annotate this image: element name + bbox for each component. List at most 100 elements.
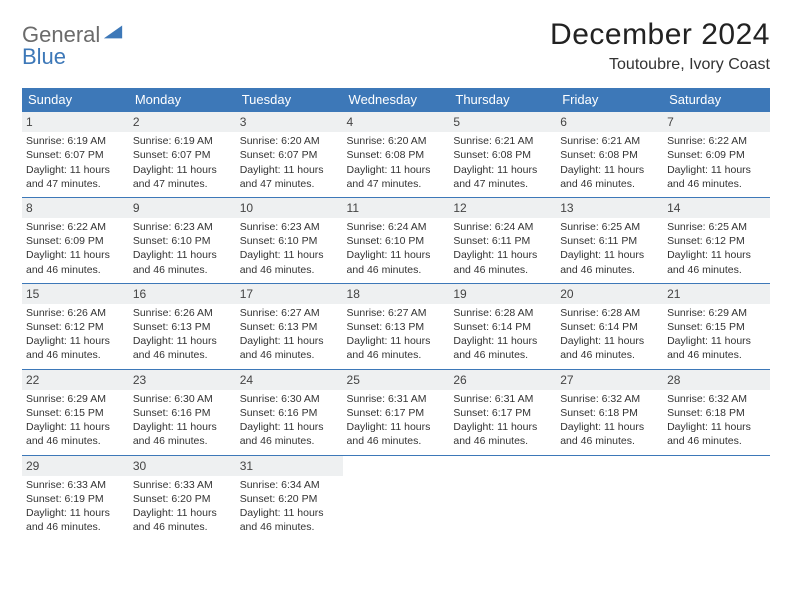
calendar-cell: 11Sunrise: 6:24 AMSunset: 6:10 PMDayligh… xyxy=(343,197,450,283)
day-details: Sunrise: 6:21 AMSunset: 6:08 PMDaylight:… xyxy=(560,134,659,191)
day-number: 3 xyxy=(236,112,343,132)
day-number: 23 xyxy=(129,370,236,390)
day-details: Sunrise: 6:22 AMSunset: 6:09 PMDaylight:… xyxy=(26,220,125,277)
calendar-cell: 21Sunrise: 6:29 AMSunset: 6:15 PMDayligh… xyxy=(663,283,770,369)
day-number: 30 xyxy=(129,456,236,476)
weekday-header: Saturday xyxy=(663,88,770,112)
calendar-cell: 16Sunrise: 6:26 AMSunset: 6:13 PMDayligh… xyxy=(129,283,236,369)
location: Toutoubre, Ivory Coast xyxy=(550,56,770,74)
day-number: 2 xyxy=(129,112,236,132)
calendar-cell: 19Sunrise: 6:28 AMSunset: 6:14 PMDayligh… xyxy=(449,283,556,369)
day-details: Sunrise: 6:26 AMSunset: 6:12 PMDaylight:… xyxy=(26,306,125,363)
day-number: 16 xyxy=(129,284,236,304)
calendar-cell: 26Sunrise: 6:31 AMSunset: 6:17 PMDayligh… xyxy=(449,369,556,455)
day-details: Sunrise: 6:31 AMSunset: 6:17 PMDaylight:… xyxy=(347,392,446,449)
calendar-cell: 24Sunrise: 6:30 AMSunset: 6:16 PMDayligh… xyxy=(236,369,343,455)
day-number: 12 xyxy=(449,198,556,218)
day-details: Sunrise: 6:32 AMSunset: 6:18 PMDaylight:… xyxy=(560,392,659,449)
triangle-icon xyxy=(102,20,124,42)
calendar-row: 1Sunrise: 6:19 AMSunset: 6:07 PMDaylight… xyxy=(22,112,770,198)
calendar-cell: 2Sunrise: 6:19 AMSunset: 6:07 PMDaylight… xyxy=(129,112,236,198)
day-details: Sunrise: 6:21 AMSunset: 6:08 PMDaylight:… xyxy=(453,134,552,191)
day-number: 11 xyxy=(343,198,450,218)
logo-word-blue: Blue xyxy=(22,44,66,69)
calendar-cell: 1Sunrise: 6:19 AMSunset: 6:07 PMDaylight… xyxy=(22,112,129,198)
day-details: Sunrise: 6:29 AMSunset: 6:15 PMDaylight:… xyxy=(667,306,766,363)
day-details: Sunrise: 6:22 AMSunset: 6:09 PMDaylight:… xyxy=(667,134,766,191)
calendar-cell: 7Sunrise: 6:22 AMSunset: 6:09 PMDaylight… xyxy=(663,112,770,198)
calendar-cell: 3Sunrise: 6:20 AMSunset: 6:07 PMDaylight… xyxy=(236,112,343,198)
weekday-header: Tuesday xyxy=(236,88,343,112)
day-details: Sunrise: 6:30 AMSunset: 6:16 PMDaylight:… xyxy=(240,392,339,449)
day-details: Sunrise: 6:28 AMSunset: 6:14 PMDaylight:… xyxy=(560,306,659,363)
calendar-cell: 28Sunrise: 6:32 AMSunset: 6:18 PMDayligh… xyxy=(663,369,770,455)
calendar-cell: 30Sunrise: 6:33 AMSunset: 6:20 PMDayligh… xyxy=(129,455,236,540)
day-number: 18 xyxy=(343,284,450,304)
day-details: Sunrise: 6:34 AMSunset: 6:20 PMDaylight:… xyxy=(240,478,339,535)
day-number: 14 xyxy=(663,198,770,218)
day-details: Sunrise: 6:23 AMSunset: 6:10 PMDaylight:… xyxy=(133,220,232,277)
logo: General Blue xyxy=(22,24,124,68)
day-details: Sunrise: 6:20 AMSunset: 6:07 PMDaylight:… xyxy=(240,134,339,191)
day-number: 5 xyxy=(449,112,556,132)
day-details: Sunrise: 6:26 AMSunset: 6:13 PMDaylight:… xyxy=(133,306,232,363)
weekday-header: Sunday xyxy=(22,88,129,112)
calendar-row: 22Sunrise: 6:29 AMSunset: 6:15 PMDayligh… xyxy=(22,369,770,455)
calendar-cell: 18Sunrise: 6:27 AMSunset: 6:13 PMDayligh… xyxy=(343,283,450,369)
calendar-cell: .. xyxy=(449,455,556,540)
day-details: Sunrise: 6:20 AMSunset: 6:08 PMDaylight:… xyxy=(347,134,446,191)
day-number: 22 xyxy=(22,370,129,390)
day-number: 25 xyxy=(343,370,450,390)
day-number: 20 xyxy=(556,284,663,304)
day-details: Sunrise: 6:30 AMSunset: 6:16 PMDaylight:… xyxy=(133,392,232,449)
calendar-cell: 20Sunrise: 6:28 AMSunset: 6:14 PMDayligh… xyxy=(556,283,663,369)
calendar-table: SundayMondayTuesdayWednesdayThursdayFrid… xyxy=(22,88,770,540)
header: General Blue December 2024 Toutoubre, Iv… xyxy=(22,18,770,74)
calendar-row: 15Sunrise: 6:26 AMSunset: 6:12 PMDayligh… xyxy=(22,283,770,369)
day-number: 31 xyxy=(236,456,343,476)
day-number: 4 xyxy=(343,112,450,132)
day-number: 1 xyxy=(22,112,129,132)
calendar-cell: 4Sunrise: 6:20 AMSunset: 6:08 PMDaylight… xyxy=(343,112,450,198)
calendar-cell: 6Sunrise: 6:21 AMSunset: 6:08 PMDaylight… xyxy=(556,112,663,198)
day-details: Sunrise: 6:32 AMSunset: 6:18 PMDaylight:… xyxy=(667,392,766,449)
day-number: 17 xyxy=(236,284,343,304)
calendar-head: SundayMondayTuesdayWednesdayThursdayFrid… xyxy=(22,88,770,112)
day-number: 13 xyxy=(556,198,663,218)
day-details: Sunrise: 6:29 AMSunset: 6:15 PMDaylight:… xyxy=(26,392,125,449)
day-details: Sunrise: 6:27 AMSunset: 6:13 PMDaylight:… xyxy=(347,306,446,363)
day-number: 19 xyxy=(449,284,556,304)
day-number: 10 xyxy=(236,198,343,218)
calendar-cell: 22Sunrise: 6:29 AMSunset: 6:15 PMDayligh… xyxy=(22,369,129,455)
calendar-body: 1Sunrise: 6:19 AMSunset: 6:07 PMDaylight… xyxy=(22,112,770,541)
day-details: Sunrise: 6:19 AMSunset: 6:07 PMDaylight:… xyxy=(133,134,232,191)
day-details: Sunrise: 6:31 AMSunset: 6:17 PMDaylight:… xyxy=(453,392,552,449)
day-number: 9 xyxy=(129,198,236,218)
day-number: 28 xyxy=(663,370,770,390)
day-number: 21 xyxy=(663,284,770,304)
calendar-cell: 27Sunrise: 6:32 AMSunset: 6:18 PMDayligh… xyxy=(556,369,663,455)
calendar-row: 8Sunrise: 6:22 AMSunset: 6:09 PMDaylight… xyxy=(22,197,770,283)
day-number: 29 xyxy=(22,456,129,476)
calendar-cell: 12Sunrise: 6:24 AMSunset: 6:11 PMDayligh… xyxy=(449,197,556,283)
day-details: Sunrise: 6:27 AMSunset: 6:13 PMDaylight:… xyxy=(240,306,339,363)
day-number: 26 xyxy=(449,370,556,390)
calendar-cell: 31Sunrise: 6:34 AMSunset: 6:20 PMDayligh… xyxy=(236,455,343,540)
day-details: Sunrise: 6:25 AMSunset: 6:12 PMDaylight:… xyxy=(667,220,766,277)
calendar-cell: 17Sunrise: 6:27 AMSunset: 6:13 PMDayligh… xyxy=(236,283,343,369)
calendar-cell: 10Sunrise: 6:23 AMSunset: 6:10 PMDayligh… xyxy=(236,197,343,283)
calendar-cell: 5Sunrise: 6:21 AMSunset: 6:08 PMDaylight… xyxy=(449,112,556,198)
day-details: Sunrise: 6:19 AMSunset: 6:07 PMDaylight:… xyxy=(26,134,125,191)
day-number: 27 xyxy=(556,370,663,390)
calendar-cell: 8Sunrise: 6:22 AMSunset: 6:09 PMDaylight… xyxy=(22,197,129,283)
day-details: Sunrise: 6:23 AMSunset: 6:10 PMDaylight:… xyxy=(240,220,339,277)
day-number: 24 xyxy=(236,370,343,390)
calendar-cell: .. xyxy=(343,455,450,540)
calendar-cell: 14Sunrise: 6:25 AMSunset: 6:12 PMDayligh… xyxy=(663,197,770,283)
logo-text: General Blue xyxy=(22,24,124,68)
calendar-cell: 29Sunrise: 6:33 AMSunset: 6:19 PMDayligh… xyxy=(22,455,129,540)
calendar-cell: 15Sunrise: 6:26 AMSunset: 6:12 PMDayligh… xyxy=(22,283,129,369)
day-details: Sunrise: 6:24 AMSunset: 6:10 PMDaylight:… xyxy=(347,220,446,277)
day-number: 6 xyxy=(556,112,663,132)
month-title: December 2024 xyxy=(550,18,770,52)
